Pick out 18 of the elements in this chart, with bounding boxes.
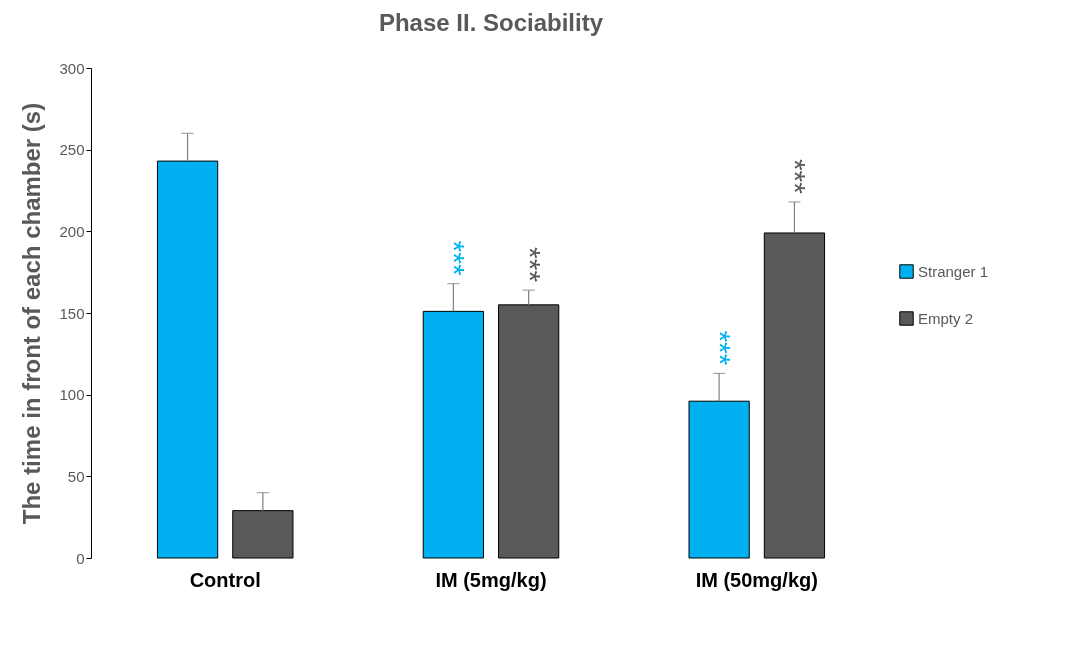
x-tick-label: IM (5mg/kg) [435,568,547,591]
y-tick-label: 100 [59,386,85,404]
y-tick-label: 150 [59,304,85,322]
data-label: *** [513,247,547,283]
y-tick-label: 250 [59,141,85,159]
chart-title: Phase II. Sociability [378,9,604,36]
data-label: *** [438,240,472,276]
x-tick-label: Control [189,568,261,591]
y-tick-label: 0 [76,549,85,567]
data-label: *** [779,158,813,195]
y-tick-label: 200 [59,222,85,240]
legend-label: Empty 2 [918,309,974,327]
x-tick-label: IM (50mg/kg) [695,568,818,591]
data-label: *** [704,330,738,366]
y-axis-title: The time in front of each chamber (s) [18,102,46,525]
legend-label: Stranger 1 [918,262,989,280]
y-tick-label: 50 [67,467,85,485]
y-tick-label: 300 [59,59,85,77]
